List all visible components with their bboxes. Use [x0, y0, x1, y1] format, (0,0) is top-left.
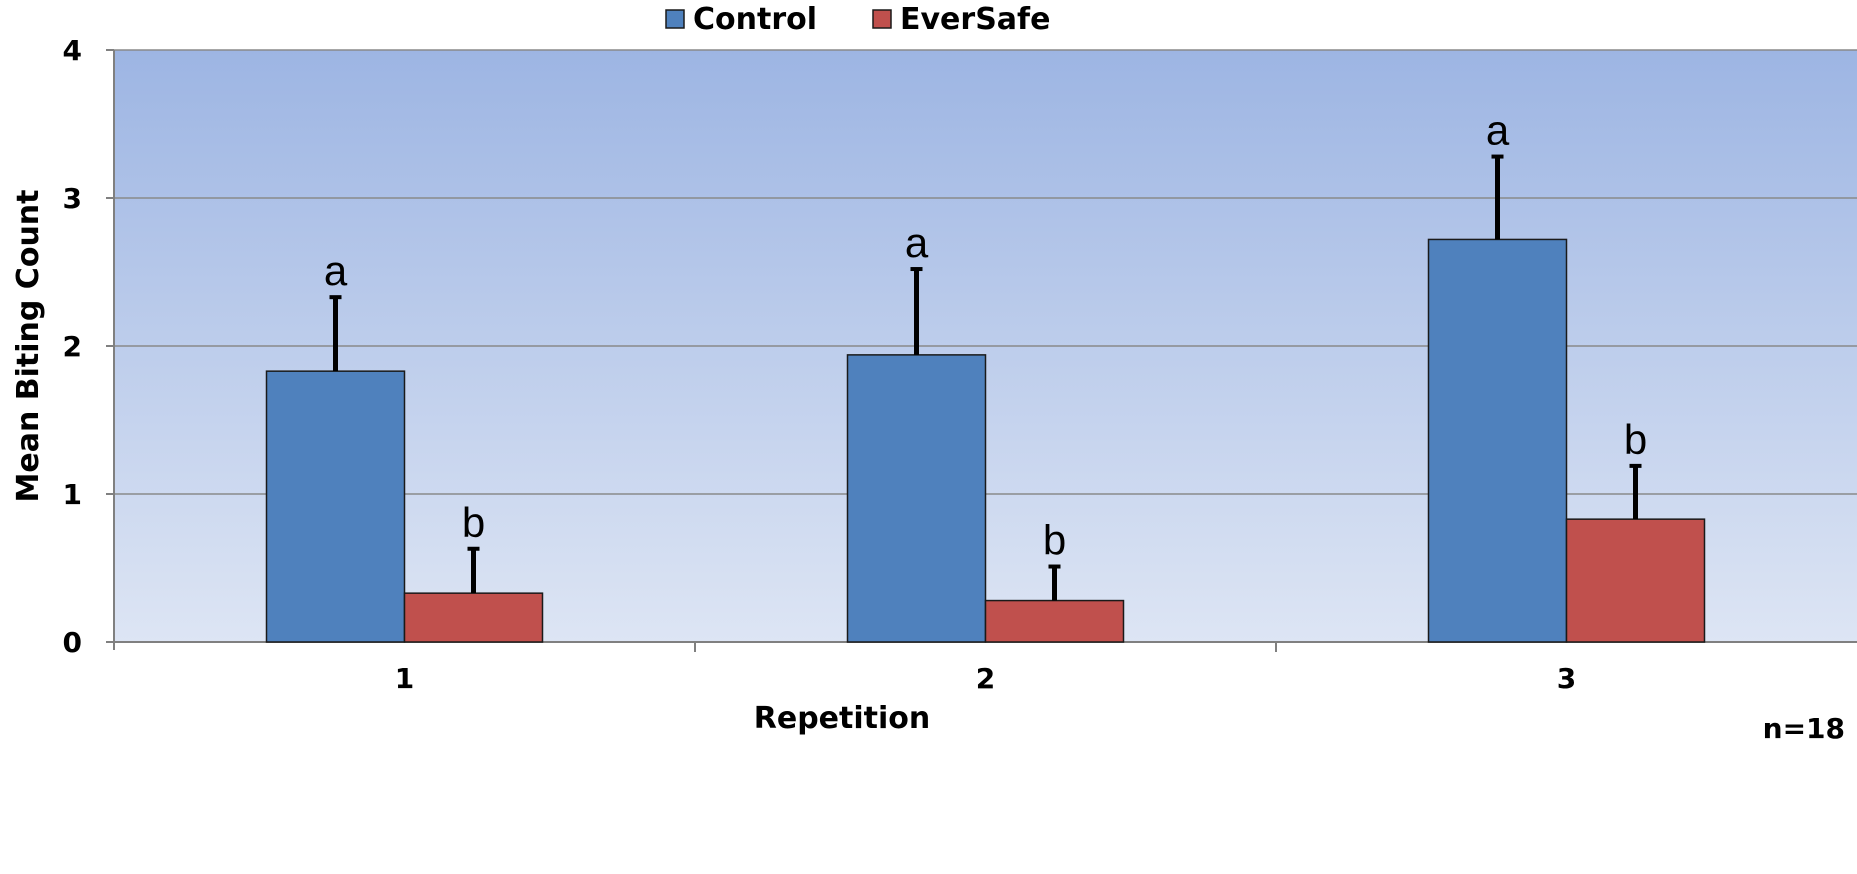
- y-tick-label: 0: [63, 626, 82, 659]
- significance-label: a: [324, 247, 348, 294]
- y-tick-label: 2: [63, 330, 82, 363]
- y-tick-label: 4: [63, 34, 82, 67]
- y-tick-label: 1: [63, 478, 82, 511]
- bar-control-2: [846, 354, 987, 643]
- bar-control-1: [265, 370, 406, 643]
- significance-labels: a b a b a b: [324, 107, 1647, 564]
- error-bars: [329, 154, 1642, 601]
- bars: [265, 238, 1706, 643]
- legend-swatch-eversafe: [872, 9, 892, 29]
- bar-eversafe-2: [984, 599, 1125, 643]
- x-tick-label: 1: [395, 662, 414, 695]
- bar-eversafe-3: [1565, 518, 1706, 643]
- significance-label: a: [905, 219, 929, 266]
- legend-label-eversafe: EverSafe: [900, 2, 1050, 37]
- significance-label: b: [462, 499, 485, 546]
- legend-swatch-control: [665, 9, 685, 29]
- bar-eversafe-1: [403, 592, 544, 643]
- sample-size-note: n=18: [1763, 712, 1845, 745]
- y-tick-label: 3: [63, 182, 82, 215]
- significance-label: b: [1043, 517, 1066, 564]
- x-tick-label: 2: [976, 662, 995, 695]
- significance-label: b: [1624, 416, 1647, 463]
- legend: Control EverSafe: [665, 2, 1050, 37]
- significance-label: a: [1486, 107, 1510, 154]
- bar-control-3: [1427, 238, 1568, 643]
- x-axis-title: Repetition: [754, 701, 930, 736]
- y-axis-title: Mean Biting Count: [11, 190, 46, 503]
- x-tick-label: 3: [1557, 662, 1576, 695]
- legend-label-control: Control: [693, 2, 817, 37]
